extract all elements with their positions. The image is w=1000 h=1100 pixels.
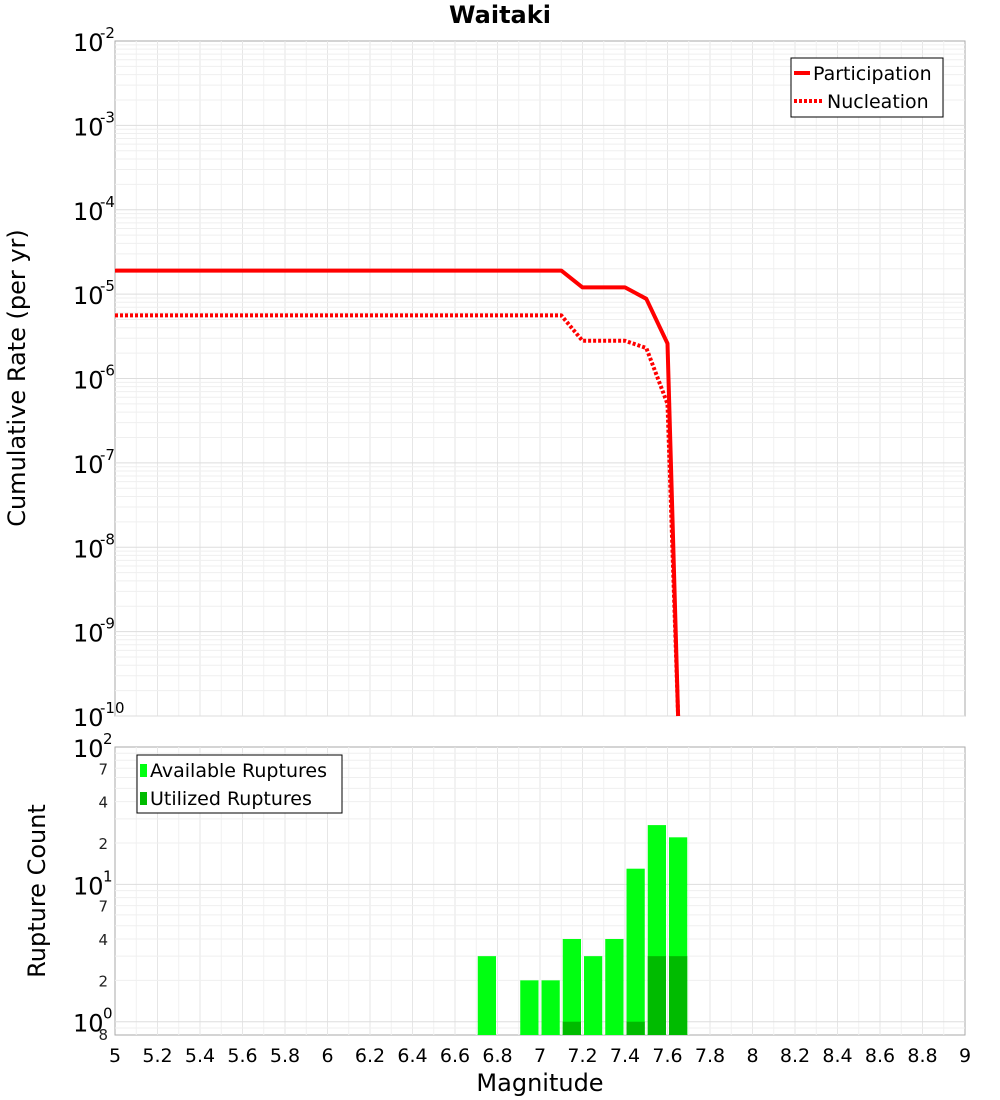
x-tick-label: 8.8 xyxy=(907,1045,937,1067)
rupture-bars xyxy=(477,825,688,1035)
rate-plot-grid xyxy=(115,41,965,717)
x-tick-label: 6.4 xyxy=(397,1045,427,1067)
rupture-y-minor-tick: 7 xyxy=(98,898,108,916)
rate-y-tick-exponent: -10 xyxy=(100,699,125,717)
rate-y-tick-exponent: -5 xyxy=(100,277,115,295)
legend-available-label: Available Ruptures xyxy=(150,760,327,782)
rate-y-tick-base: 10 xyxy=(73,620,104,648)
rate-y-tick-exponent: -9 xyxy=(100,615,115,633)
available-rupture-bar xyxy=(562,939,581,1035)
chart-title: Waitaki xyxy=(449,1,551,29)
utilized-rupture-bar xyxy=(647,956,666,1035)
legend-utilized-swatch xyxy=(140,792,147,805)
x-tick-label: 8 xyxy=(746,1045,758,1067)
rate-legend: Participation Nucleation xyxy=(790,57,944,118)
x-tick-label: 7.4 xyxy=(610,1045,640,1067)
available-rupture-bar xyxy=(584,956,603,1035)
legend-utilized-label: Utilized Ruptures xyxy=(150,788,312,810)
rate-y-axis-label: Cumulative Rate (per yr) xyxy=(3,229,31,527)
rupture-y-tick-exponent: 0 xyxy=(103,1005,113,1023)
rate-y-tick-base: 10 xyxy=(73,367,104,395)
x-tick-label: 6.8 xyxy=(482,1045,512,1067)
available-rupture-bar xyxy=(541,980,560,1035)
available-rupture-bar xyxy=(520,980,539,1035)
rupture-y-tick-base: 10 xyxy=(73,872,104,900)
rupture-y-minor-tick: 4 xyxy=(98,794,108,812)
rate-y-tick-base: 10 xyxy=(73,451,104,479)
rupture-y-minor-tick: 4 xyxy=(98,931,108,949)
x-tick-label: 8.2 xyxy=(780,1045,810,1067)
rate-y-tick-exponent: -4 xyxy=(100,193,115,211)
rate-y-tick-exponent: -8 xyxy=(100,530,115,548)
x-tick-label: 5.8 xyxy=(270,1045,300,1067)
x-tick-label: 5.2 xyxy=(142,1045,172,1067)
rate-y-tick-exponent: -7 xyxy=(100,446,115,464)
rate-plot-lines xyxy=(115,268,681,717)
x-tick-label: 7 xyxy=(534,1045,546,1067)
rate-y-tick-exponent: -6 xyxy=(100,362,115,380)
utilized-rupture-bar xyxy=(626,1021,645,1035)
x-tick-label: 7.8 xyxy=(695,1045,725,1067)
rate-y-tick-base: 10 xyxy=(73,29,104,57)
rate-legend-box xyxy=(790,57,944,118)
rate-y-tick-base: 10 xyxy=(73,282,104,310)
x-tick-label: 7.2 xyxy=(567,1045,597,1067)
rate-y-tick-exponent: -3 xyxy=(100,108,115,126)
rate-y-tick-base: 10 xyxy=(73,535,104,563)
rupture-y-tick-exponent: 2 xyxy=(103,730,113,748)
legend-nucleation-label: Nucleation xyxy=(827,91,929,113)
x-tick-label: 8.6 xyxy=(865,1045,895,1067)
x-tick-label: 5 xyxy=(109,1045,121,1067)
rupture-legend: Available Ruptures Utilized Ruptures xyxy=(136,754,343,814)
x-tick-label: 9 xyxy=(959,1045,971,1067)
rupture-y-minor-tick: 2 xyxy=(98,835,108,853)
rupture-y-minor-tick: 2 xyxy=(98,972,108,990)
rupture-y-tick-base: 10 xyxy=(73,735,104,763)
rupture-y-tick-exponent: 1 xyxy=(103,867,113,885)
available-rupture-bar xyxy=(477,956,496,1035)
rupture-y-minor-tick: 8 xyxy=(98,1026,108,1044)
x-tick-label: 6.2 xyxy=(355,1045,385,1067)
utilized-rupture-bar xyxy=(669,956,688,1035)
available-rupture-bar xyxy=(626,868,645,1035)
rupture-y-tick-base: 10 xyxy=(73,1010,104,1038)
legend-participation-label: Participation xyxy=(813,63,932,85)
rate-y-tick-base: 10 xyxy=(73,704,104,732)
x-tick-label: 7.6 xyxy=(652,1045,682,1067)
x-tick-label: 5.4 xyxy=(185,1045,215,1067)
rate-y-tick-exponent: -2 xyxy=(100,24,115,42)
x-tick-label: 5.6 xyxy=(227,1045,257,1067)
legend-available-swatch xyxy=(140,764,147,777)
x-tick-label: 8.4 xyxy=(822,1045,852,1067)
nucleation-line xyxy=(115,313,681,717)
rupture-y-axis-label: Rupture Count xyxy=(23,804,51,978)
x-tick-label: 6 xyxy=(321,1045,333,1067)
utilized-rupture-bar xyxy=(562,1021,581,1035)
rate-y-tick-base: 10 xyxy=(73,113,104,141)
x-tick-label: 6.6 xyxy=(440,1045,470,1067)
rate-y-tick-base: 10 xyxy=(73,198,104,226)
magnitude-x-ticks: 5 5.2 5.4 5.6 5.8 6 6.2 6.4 6.6 6.8 7 7.2 7.4 7.6 7.8 8… xyxy=(109,1045,971,1067)
rupture-y-minor-tick: 7 xyxy=(98,760,108,778)
rupture-legend-box xyxy=(136,754,343,814)
x-axis-label: Magnitude xyxy=(476,1069,603,1097)
available-rupture-bar xyxy=(605,939,624,1035)
participation-line xyxy=(115,268,681,717)
